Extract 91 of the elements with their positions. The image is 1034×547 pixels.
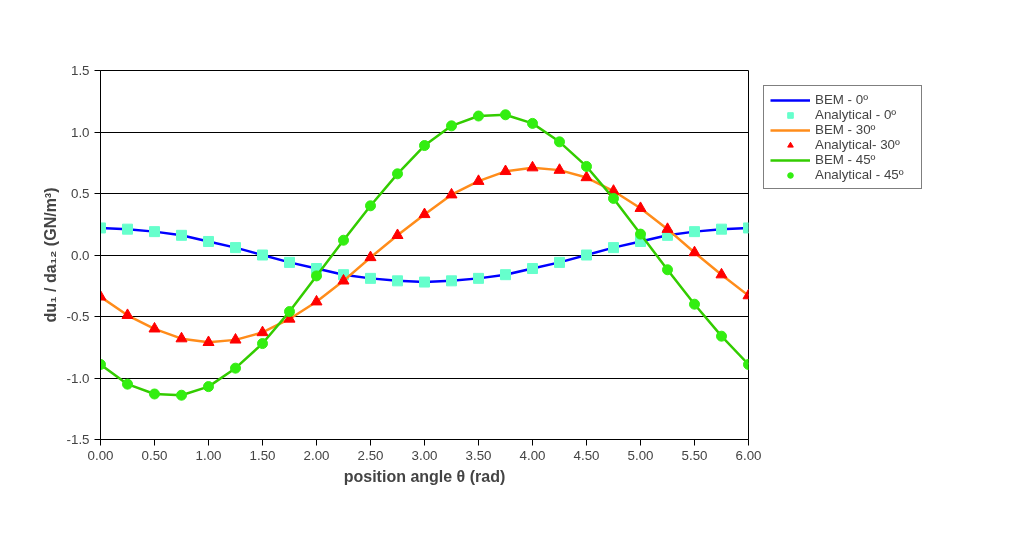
point	[364, 250, 377, 262]
x-axis-title: position angle θ (rad)	[343, 467, 506, 485]
point	[473, 272, 484, 284]
point	[365, 272, 376, 284]
x-tick-label: 0.00	[87, 447, 114, 463]
x-tick-label: 1.00	[195, 447, 222, 463]
point	[257, 338, 268, 350]
point	[499, 164, 512, 176]
point	[337, 273, 350, 285]
point	[392, 168, 403, 180]
point	[580, 170, 593, 182]
legend-label: BEM - 30º	[815, 122, 877, 137]
legend-label: Analytical- 30º	[815, 137, 901, 152]
point	[391, 228, 404, 239]
x-tick-label: 2.00	[303, 447, 330, 463]
point	[716, 223, 727, 235]
point	[338, 234, 349, 246]
point	[230, 362, 241, 374]
point	[176, 389, 187, 401]
point	[176, 229, 187, 241]
point	[203, 235, 214, 247]
x-tick-label: 4.00	[519, 447, 546, 463]
x-tick-label: 4.50	[573, 447, 600, 463]
point	[500, 269, 511, 281]
point	[148, 321, 161, 333]
point	[175, 331, 188, 343]
x-tick-label: 6.00	[735, 447, 762, 463]
point	[149, 388, 160, 400]
point	[634, 201, 647, 212]
point	[284, 306, 295, 318]
point	[256, 325, 269, 337]
x-tick-label: 5.50	[681, 447, 708, 463]
point	[121, 308, 134, 319]
point	[689, 226, 700, 238]
point	[581, 249, 592, 261]
y-tick-label: -1.0	[66, 370, 90, 386]
legend-label: Analytical - 45º	[815, 167, 905, 182]
point	[122, 378, 133, 390]
point	[608, 242, 619, 254]
point	[229, 333, 242, 344]
y-tick-label: 0.0	[70, 247, 90, 263]
point	[203, 381, 214, 393]
point	[527, 117, 538, 129]
point	[446, 275, 457, 287]
point	[473, 110, 484, 122]
point	[500, 109, 511, 121]
point	[445, 187, 458, 199]
y-tick-label: -0.5	[66, 309, 90, 324]
point	[554, 136, 565, 148]
x-tick-label: 5.00	[627, 447, 654, 463]
point	[392, 275, 403, 287]
x-tick-label: 1.50	[249, 447, 276, 463]
x-tick-label: 0.50	[141, 447, 168, 463]
point	[446, 120, 457, 132]
point	[149, 226, 160, 238]
y-axis-title: du₁ / da₁₂ (GN/m³)	[41, 187, 59, 323]
point	[365, 200, 376, 212]
y-tick-label: 0.5	[70, 186, 90, 201]
point	[608, 192, 619, 204]
point	[553, 163, 566, 174]
point	[419, 140, 430, 152]
point	[472, 174, 485, 185]
x-tick-label: 3.50	[465, 447, 492, 463]
x-tick-label: 2.50	[357, 447, 384, 463]
point	[716, 330, 727, 342]
point	[122, 223, 133, 235]
point	[526, 160, 539, 172]
point	[284, 256, 295, 268]
point	[662, 264, 673, 276]
point	[715, 267, 728, 279]
x-tick-label: 3.00	[411, 447, 438, 463]
y-tick-label: 1.5	[70, 63, 90, 78]
point	[581, 160, 592, 172]
point	[419, 276, 430, 288]
point	[418, 207, 431, 219]
legend-label: Analytical - 0º	[815, 107, 898, 122]
point	[311, 270, 322, 282]
point	[688, 245, 701, 257]
point	[230, 242, 241, 254]
y-tick-label: 1.0	[70, 124, 90, 140]
point	[554, 256, 565, 268]
point	[661, 222, 674, 233]
point	[202, 335, 215, 347]
legend-label: BEM - 45º	[815, 152, 877, 167]
point	[689, 298, 700, 310]
point	[257, 249, 268, 261]
point	[527, 263, 538, 275]
legend-label: BEM - 0º	[815, 92, 869, 107]
y-tick-label: -1.5	[66, 432, 90, 447]
point	[635, 228, 646, 240]
point	[310, 294, 323, 306]
